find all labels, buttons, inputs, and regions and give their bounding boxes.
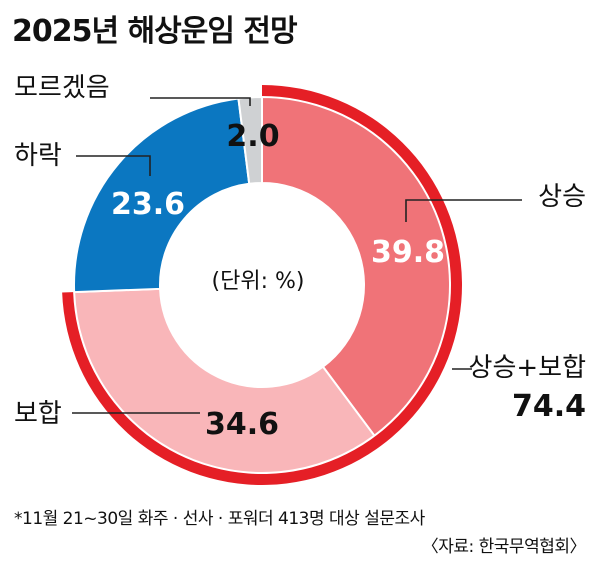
slice-rise (261, 95, 451, 438)
survey-footnote: *11월 21~30일 화주 · 선사 · 포워더 413명 대상 설문조사 (14, 509, 425, 529)
leader-line-fall (76, 155, 151, 176)
center-unit-label: (단위: %) (212, 269, 305, 294)
category-label-fall: 하락 (14, 141, 62, 171)
slice-fall (73, 97, 251, 294)
slice-flat (73, 287, 376, 474)
chart-title: 2025년 해상운임 전망 (12, 14, 298, 49)
category-label-rise: 상승 (538, 182, 586, 212)
combined-value: 74.4 (512, 389, 586, 424)
leader-line-unknown (150, 97, 251, 106)
value-label-unknown: 2.0 (226, 119, 279, 154)
category-label-flat: 보합 (14, 399, 62, 429)
value-label-fall: 23.6 (111, 187, 185, 222)
category-label-unknown: 모르겠음 (14, 73, 110, 103)
leader-line-rise (405, 199, 522, 222)
combined-label: 상승+보합 (469, 353, 586, 383)
value-label-rise: 39.8 (371, 235, 445, 270)
value-label-flat: 34.6 (205, 407, 279, 442)
source-note: 〈자료: 한국무역협회〉 (421, 537, 587, 557)
